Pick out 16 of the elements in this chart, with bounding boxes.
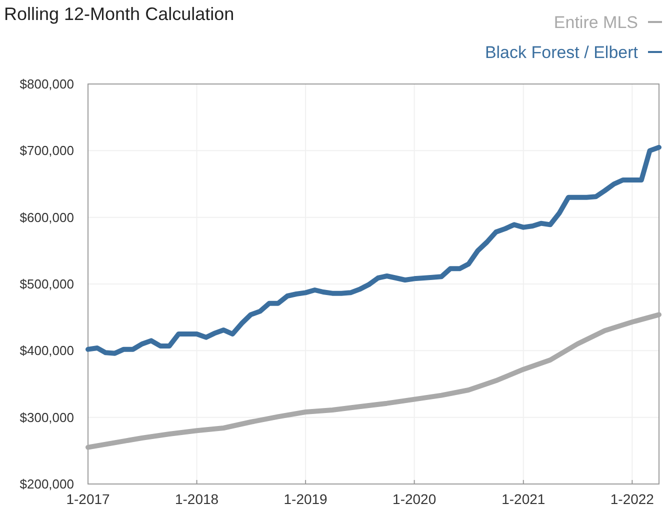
x-tick-label: 1-2020: [392, 491, 436, 507]
y-tick-label: $500,000: [20, 276, 74, 292]
y-tick-label: $800,000: [20, 76, 74, 92]
x-tick-label: 1-2021: [502, 491, 546, 507]
y-tick-label: $400,000: [20, 343, 74, 358]
x-tick-label: 1-2022: [610, 491, 654, 507]
y-tick-label: $200,000: [20, 476, 74, 492]
x-tick-label: 1-2018: [174, 491, 219, 507]
chart-title: Rolling 12-Month Calculation: [4, 4, 234, 24]
x-tick-label: 1-2019: [284, 491, 328, 507]
legend-label: Entire MLS: [554, 13, 638, 32]
x-tick-label: 1-2017: [66, 491, 110, 507]
y-tick-label: $300,000: [20, 410, 74, 425]
y-tick-label: $600,000: [20, 210, 74, 225]
legend-label: Black Forest / Elbert: [484, 43, 638, 62]
y-tick-label: $700,000: [20, 143, 74, 158]
